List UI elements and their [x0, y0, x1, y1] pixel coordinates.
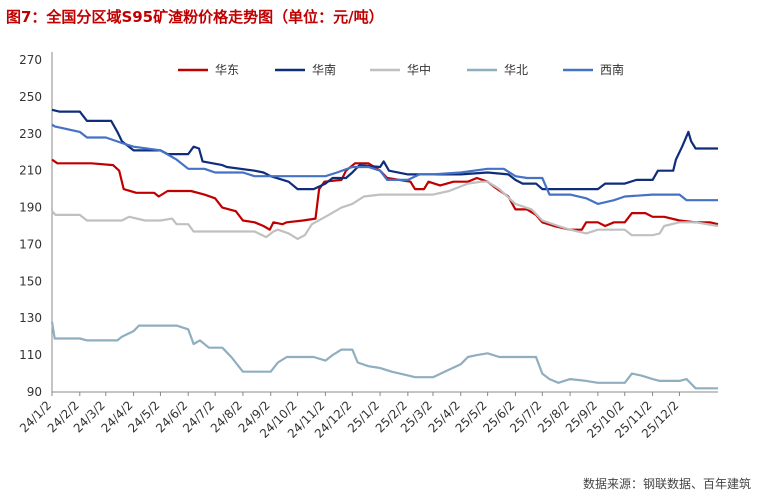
- legend-label-4: 华北: [504, 63, 528, 77]
- legend-label-3: 华中: [407, 62, 431, 77]
- source-note: 数据来源：钢联数据、百年建筑: [582, 477, 751, 491]
- y-tick-label: 110: [19, 348, 42, 362]
- legend-label-2: 华南: [312, 62, 336, 77]
- y-tick-label: 270: [19, 53, 42, 67]
- series-line-3: [51, 180, 719, 240]
- y-tick-label: 250: [19, 90, 42, 104]
- series-line-1: [51, 158, 719, 231]
- y-tick-label: 130: [19, 311, 42, 325]
- y-tick-label: 210: [19, 164, 42, 178]
- y-tick-label: 170: [19, 237, 42, 251]
- y-tick-label: 230: [19, 127, 42, 141]
- series-line-5: [51, 123, 718, 205]
- y-tick-label: 90: [27, 385, 42, 399]
- series-line-4: [50, 321, 718, 390]
- chart-title: 图7：全国分区域S95矿渣粉价格走势图（单位：元/吨）: [6, 8, 384, 26]
- y-tick-label: 190: [19, 201, 42, 215]
- legend-label-5: 西南: [600, 62, 624, 77]
- legend-label-1: 华东: [215, 63, 239, 77]
- y-tick-label: 150: [19, 274, 42, 288]
